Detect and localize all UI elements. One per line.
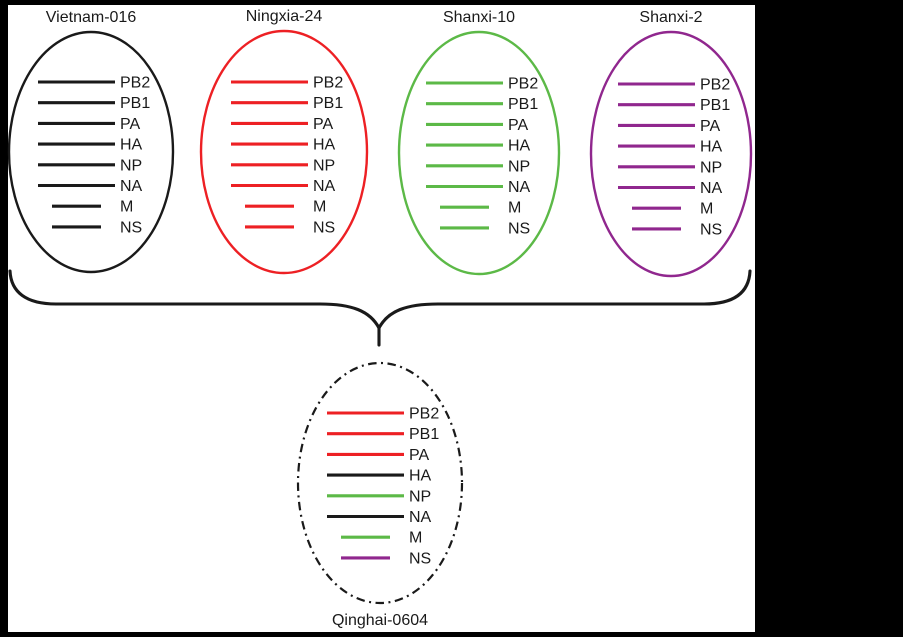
virus-ellipse-shanxi-2: [589, 30, 753, 278]
virus-name-vietnam-016: Vietnam-016: [46, 9, 137, 26]
gene-segment-label-pb2-shanxi-2: PB2: [700, 77, 730, 94]
virus-ellipse-vietnam-016: [7, 30, 175, 274]
gene-segment-label-m-qinghai-0604: M: [409, 530, 422, 547]
virus-group-vietnam-016: Vietnam-016 PB2 PB1 PA HA NP NA M NS: [7, 9, 175, 274]
gene-segment-label-m-vietnam-016: M: [120, 199, 133, 216]
gene-segment-label-pb1-shanxi-2: PB1: [700, 97, 730, 114]
gene-segment-label-ha-vietnam-016: HA: [120, 137, 143, 154]
gene-segment-label-na-shanxi-2: NA: [700, 180, 723, 197]
gene-segment-label-ns-qinghai-0604: NS: [409, 550, 431, 567]
gene-segment-label-ns-shanxi-10: NS: [508, 220, 530, 237]
gene-segment-label-pa-shanxi-2: PA: [700, 118, 720, 135]
gene-segment-label-np-qinghai-0604: NP: [409, 488, 431, 505]
gene-segment-label-pa-ningxia-24: PA: [313, 116, 333, 133]
gene-segment-label-na-shanxi-10: NA: [508, 179, 531, 196]
gene-segment-label-ns-ningxia-24: NS: [313, 219, 335, 236]
gene-segment-label-ha-shanxi-10: HA: [508, 138, 531, 155]
gene-segment-label-na-vietnam-016: NA: [120, 178, 143, 195]
gene-segment-label-ns-shanxi-2: NS: [700, 221, 722, 238]
virus-name-ningxia-24: Ningxia-24: [246, 8, 323, 25]
gene-segment-label-np-shanxi-2: NP: [700, 159, 722, 176]
gene-segment-label-na-ningxia-24: NA: [313, 178, 336, 195]
gene-segment-label-pb2-vietnam-016: PB2: [120, 75, 150, 92]
gene-segment-label-np-shanxi-10: NP: [508, 158, 530, 175]
gene-segment-label-ha-shanxi-2: HA: [700, 139, 723, 156]
virus-ellipse-shanxi-10: [397, 30, 561, 276]
gene-segment-label-m-shanxi-2: M: [700, 201, 713, 218]
gene-segment-label-m-ningxia-24: M: [313, 199, 326, 216]
gene-segment-label-pb2-qinghai-0604: PB2: [409, 406, 439, 423]
gene-segment-label-pa-vietnam-016: PA: [120, 116, 140, 133]
gene-segment-label-pb1-vietnam-016: PB1: [120, 95, 150, 112]
gene-segment-label-np-vietnam-016: NP: [120, 157, 142, 174]
gene-segment-label-ha-qinghai-0604: HA: [409, 468, 432, 485]
gene-segment-label-ns-vietnam-016: NS: [120, 219, 142, 236]
virus-name-shanxi-10: Shanxi-10: [443, 9, 515, 26]
virus-ellipse-qinghai-0604: [296, 361, 464, 605]
virus-group-qinghai-0604: Qinghai-0604 PB2 PB1 PA HA NP NA M NS: [296, 361, 464, 629]
gene-segment-label-pb1-ningxia-24: PB1: [313, 95, 343, 112]
virus-group-shanxi-10: Shanxi-10 PB2 PB1 PA HA NP NA M NS: [397, 9, 561, 276]
gene-segment-label-pa-qinghai-0604: PA: [409, 447, 429, 464]
gene-segment-label-m-shanxi-10: M: [508, 200, 521, 217]
gene-segment-label-pb1-qinghai-0604: PB1: [409, 426, 439, 443]
gene-segment-label-pb2-shanxi-10: PB2: [508, 76, 538, 93]
gene-segment-label-pa-shanxi-10: PA: [508, 117, 528, 134]
gene-segment-label-ha-ningxia-24: HA: [313, 137, 336, 154]
virus-group-ningxia-24: Ningxia-24 PB2 PB1 PA HA NP NA M NS: [199, 8, 369, 275]
virus-name-shanxi-2: Shanxi-2: [639, 9, 702, 26]
virus-ellipse-ningxia-24: [199, 29, 369, 275]
gene-segment-label-na-qinghai-0604: NA: [409, 509, 432, 526]
figure-canvas: [8, 5, 755, 632]
gene-segment-label-pb2-ningxia-24: PB2: [313, 75, 343, 92]
virus-group-shanxi-2: Shanxi-2 PB2 PB1 PA HA NP NA M NS: [589, 9, 753, 278]
gene-segment-label-np-ningxia-24: NP: [313, 157, 335, 174]
virus-name-qinghai-0604: Qinghai-0604: [332, 612, 428, 629]
gene-segment-label-pb1-shanxi-10: PB1: [508, 96, 538, 113]
